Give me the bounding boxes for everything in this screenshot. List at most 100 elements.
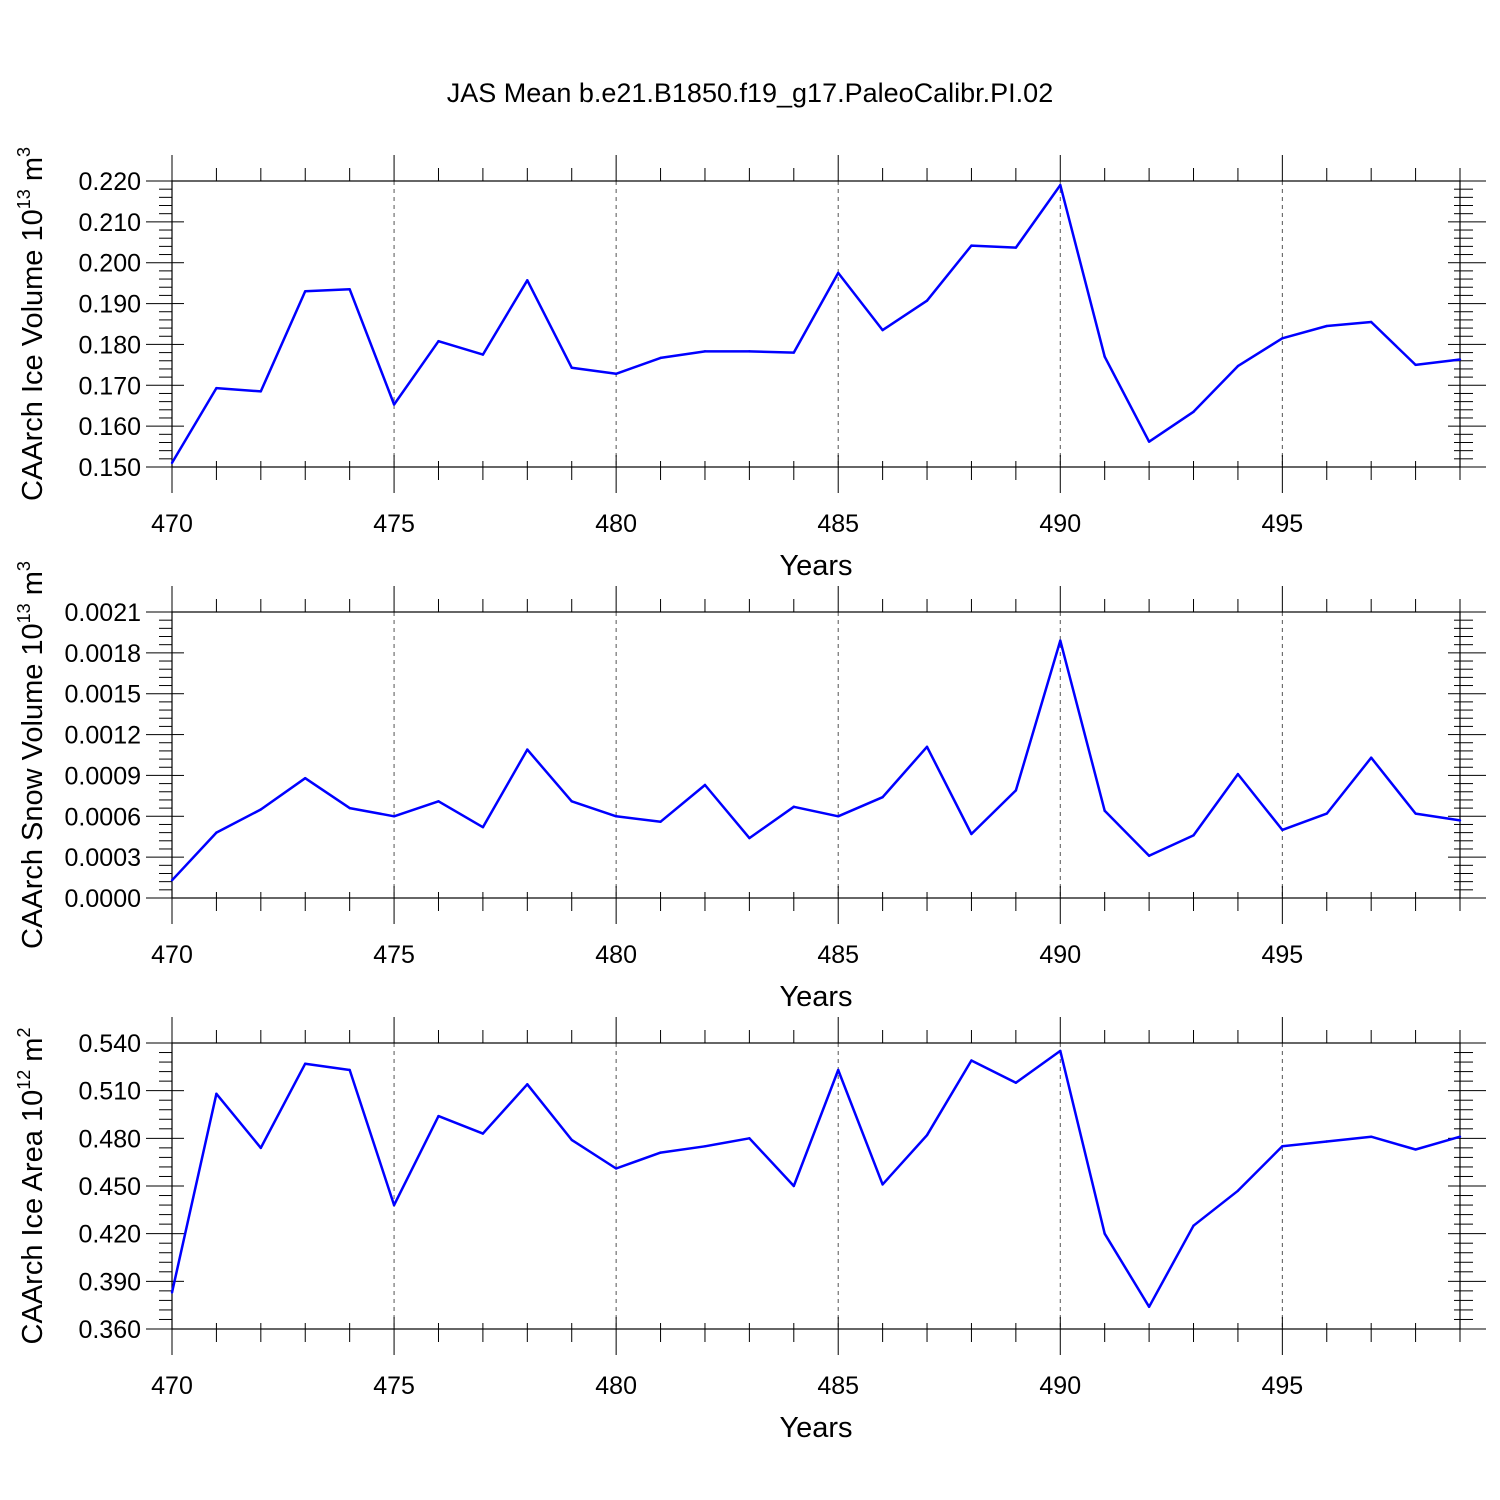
y-tick-label: 0.0003 — [65, 844, 141, 872]
data-point — [1014, 789, 1018, 792]
data-point — [259, 1146, 263, 1150]
series-line — [171, 639, 1461, 882]
data-point — [614, 372, 618, 376]
data-point — [1192, 1224, 1195, 1227]
series-line — [170, 183, 1461, 464]
x-tick-label: 470 — [151, 510, 193, 538]
y-tick-label: 0.0021 — [65, 599, 141, 627]
data-point — [437, 1114, 440, 1118]
y-tick-label: 0.450 — [78, 1173, 141, 1201]
y-tick-label: 0.170 — [78, 372, 141, 400]
data-point — [215, 386, 218, 390]
data-point — [748, 1137, 751, 1140]
data-point — [925, 299, 929, 302]
y-tick-label: 0.220 — [78, 168, 141, 196]
data-point — [526, 748, 529, 751]
y-tick-label: 0.180 — [78, 331, 141, 359]
data-point — [1236, 1189, 1240, 1192]
data-point — [392, 403, 396, 406]
panel-1: 0.150 0.160 0.170 0.180 0.190 0.200 0.210 0.220… — [14, 147, 1486, 582]
data-point — [1369, 1135, 1373, 1138]
data-point — [659, 1151, 662, 1154]
data-point — [703, 350, 707, 353]
data-point — [659, 820, 662, 823]
data-point — [659, 356, 662, 360]
data-point — [1458, 1135, 1462, 1138]
data-point — [1325, 1140, 1328, 1143]
data-point — [481, 353, 485, 356]
data-point — [703, 783, 707, 787]
data-point — [1369, 320, 1373, 324]
plot-frame — [171, 1042, 1461, 1330]
data-point — [970, 244, 973, 247]
y-tick-label: 0.360 — [78, 1316, 141, 1344]
y-axis-label: CAArch Snow Volume 1013 m3 — [14, 561, 49, 949]
data-point — [526, 279, 529, 282]
data-point — [348, 1068, 351, 1072]
data-point — [1059, 1049, 1062, 1053]
data-point — [392, 1203, 396, 1207]
x-tick-label: 470 — [151, 941, 193, 969]
data-point — [792, 1184, 795, 1188]
y-tick-label: 0.0018 — [65, 640, 141, 668]
data-point — [748, 836, 751, 840]
data-point — [837, 815, 840, 818]
data-point — [1414, 1148, 1417, 1151]
y-tick-label: 0.480 — [78, 1125, 141, 1153]
data-point — [170, 879, 174, 882]
data-point — [170, 1291, 174, 1294]
data-point — [570, 800, 573, 803]
data-point — [437, 339, 440, 343]
data-point — [1059, 183, 1062, 187]
data-point — [348, 806, 351, 810]
data-point — [215, 1092, 218, 1096]
data-point — [1325, 324, 1328, 328]
panel-2: 0.0000 0.0003 0.0006 0.0009 0.0012 0.0015 0.00… — [14, 561, 1486, 1013]
x-tick-label: 480 — [595, 1372, 637, 1400]
data-point — [1014, 1081, 1018, 1084]
y-tick-label: 0.0006 — [65, 803, 141, 831]
y-tick-label: 0.210 — [78, 209, 141, 237]
data-point — [1236, 772, 1240, 776]
data-point — [1281, 828, 1284, 832]
data-point — [837, 1068, 840, 1072]
data-point — [526, 1083, 529, 1086]
y-tick-label: 0.160 — [78, 413, 141, 441]
y-tick-label: 0.150 — [78, 454, 141, 482]
data-point — [1192, 410, 1195, 414]
data-point — [792, 351, 795, 354]
x-tick-label: 470 — [151, 1372, 193, 1400]
y-tick-label: 0.540 — [78, 1030, 141, 1058]
x-tick-label: 490 — [1039, 941, 1081, 969]
data-point — [614, 1167, 618, 1170]
y-tick-label: 0.390 — [78, 1268, 141, 1296]
plot-frame — [171, 611, 1461, 899]
data-point — [481, 825, 485, 829]
data-point — [259, 808, 263, 811]
data-point — [837, 271, 840, 275]
x-tick-label: 485 — [817, 941, 859, 969]
data-point — [259, 390, 263, 393]
x-tick-label: 495 — [1261, 941, 1303, 969]
x-tick-label: 490 — [1039, 510, 1081, 538]
data-point — [1059, 639, 1062, 642]
data-point — [570, 1138, 573, 1142]
data-point — [437, 800, 440, 803]
y-tick-label: 0.420 — [78, 1221, 141, 1249]
x-tick-label: 490 — [1039, 1372, 1081, 1400]
data-point — [481, 1132, 485, 1135]
data-point — [748, 350, 751, 353]
data-point — [970, 1059, 973, 1062]
data-point — [925, 1133, 929, 1137]
data-point — [392, 815, 396, 818]
data-point — [1147, 1305, 1151, 1308]
x-tick-label: 475 — [373, 941, 415, 969]
series-line — [170, 1049, 1461, 1309]
x-tick-label: 495 — [1261, 510, 1303, 538]
data-point — [881, 796, 884, 799]
x-tick-label: 475 — [373, 1372, 415, 1400]
x-tick-label: 475 — [373, 510, 415, 538]
data-point — [792, 805, 795, 808]
y-tick-label: 0.0012 — [65, 722, 141, 750]
data-point — [1147, 440, 1151, 443]
